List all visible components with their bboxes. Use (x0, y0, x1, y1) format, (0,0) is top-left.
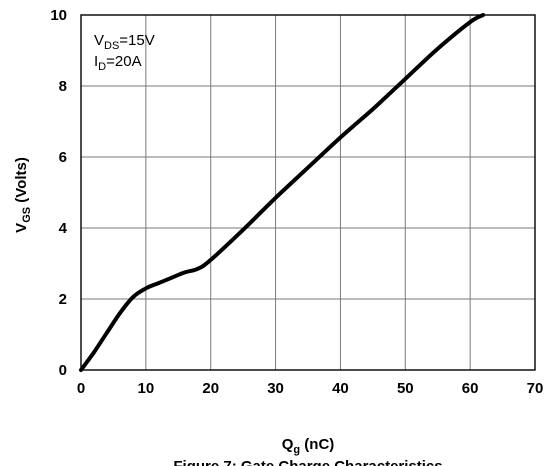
x-tick-labels: 0 10 20 30 40 50 60 70 (77, 380, 544, 397)
y-tick-label: 2 (59, 291, 67, 308)
x-tick-label: 10 (138, 380, 155, 397)
y-tick-label: 4 (59, 220, 68, 237)
x-tick-label: 20 (202, 380, 219, 397)
y-tick-label: 10 (50, 7, 67, 24)
y-tick-labels: 0 2 4 6 8 10 (50, 7, 67, 379)
x-tick-label: 30 (267, 380, 284, 397)
x-tick-label: 0 (77, 380, 85, 397)
x-tick-label: 60 (462, 380, 479, 397)
plot-frame (80, 14, 536, 371)
figure-caption: Figure 7: Gate Charge Characteristics (173, 458, 442, 466)
y-tick-label: 0 (59, 362, 67, 379)
x-tick-label: 40 (332, 380, 349, 397)
x-tick-label: 70 (527, 380, 544, 397)
y-tick-label: 6 (59, 149, 67, 166)
grid-lines (80, 14, 536, 371)
y-axis-label: VGS (Volts) (13, 157, 33, 233)
y-tick-label: 8 (59, 78, 67, 95)
annotation-id: ID=20A (94, 53, 142, 73)
x-axis-label: Qg (nC) (282, 436, 335, 456)
x-tick-label: 50 (397, 380, 414, 397)
vgs-series-line (79, 13, 486, 372)
annotation-vds: VDS=15V (94, 32, 155, 52)
